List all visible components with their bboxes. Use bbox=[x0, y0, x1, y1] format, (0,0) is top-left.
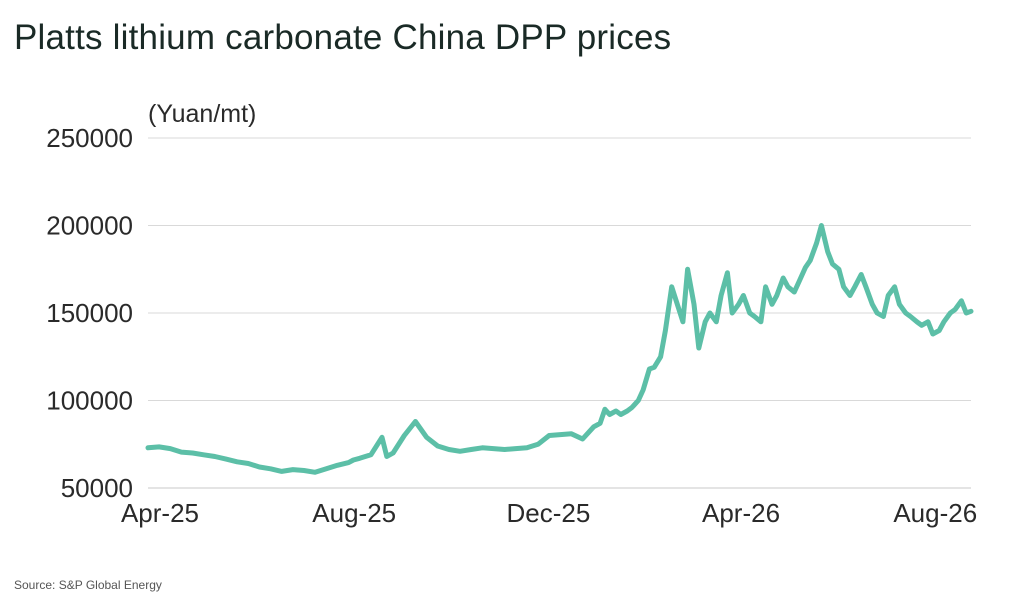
y-tick-label: 50000 bbox=[61, 473, 133, 503]
x-tick-label: Dec-25 bbox=[507, 498, 591, 528]
series-line bbox=[145, 223, 974, 475]
x-tick-label: Aug-26 bbox=[893, 498, 977, 528]
x-tick-label: Apr-25 bbox=[121, 498, 199, 528]
y-tick-label: 150000 bbox=[46, 298, 133, 328]
y-tick-label: 100000 bbox=[46, 386, 133, 416]
source-note: Source: S&P Global Energy bbox=[14, 578, 162, 592]
y-axis-unit-label: (Yuan/mt) bbox=[148, 100, 257, 128]
series-group bbox=[145, 223, 974, 475]
y-tick-label: 200000 bbox=[46, 211, 133, 241]
x-tick-label: Apr-26 bbox=[702, 498, 780, 528]
x-tick-label: Aug-25 bbox=[312, 498, 396, 528]
y-axis-ticks: 50000 100000 150000 200000 250000 bbox=[46, 123, 133, 503]
gridlines bbox=[148, 137, 971, 489]
y-tick-label: 250000 bbox=[46, 123, 133, 153]
x-axis-ticks: Apr-25 Aug-25 Dec-25 Apr-26 Aug-26 bbox=[121, 498, 977, 528]
chart-title: Platts lithium carbonate China DPP price… bbox=[14, 18, 672, 57]
